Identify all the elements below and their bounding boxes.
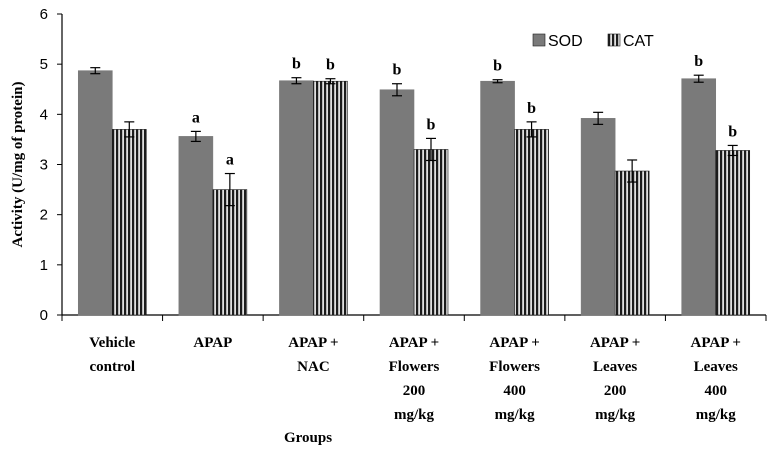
significance-label: b (427, 116, 436, 133)
bar-cat (313, 80, 348, 316)
category-label: APAP + (288, 335, 338, 351)
category-label: Flowers (389, 359, 440, 375)
significance-label: b (527, 100, 536, 117)
significance-label: a (192, 109, 200, 126)
bar-cat (614, 170, 650, 316)
bar-sod (279, 80, 314, 316)
significance-label: b (292, 56, 301, 73)
category-label: APAP + (691, 335, 741, 351)
bar-sod (77, 70, 113, 316)
bar-sod (379, 89, 415, 316)
legend-swatch-sod (532, 33, 546, 47)
category-label: Leaves (593, 359, 637, 375)
bar-cat (715, 150, 751, 316)
y-tick-label: 4 (40, 106, 48, 123)
category-label: 200 (403, 383, 426, 399)
category-label: Vehicle (89, 335, 135, 351)
category-label: mg/kg (394, 407, 435, 423)
y-tick-label: 2 (40, 207, 48, 224)
category-label: 400 (704, 383, 727, 399)
significance-label: b (326, 57, 335, 74)
category-label: APAP (193, 335, 232, 351)
y-tick-label: 5 (40, 56, 48, 73)
category-label: mg/kg (595, 407, 636, 423)
category-label: 400 (503, 383, 526, 399)
y-tick-label: 1 (40, 257, 48, 274)
category-label: 200 (604, 383, 627, 399)
bar-cat (413, 149, 449, 316)
bars (77, 67, 751, 316)
y-tick-label: 6 (40, 6, 48, 23)
category-label: APAP + (590, 335, 640, 351)
labels: Vehicle control APAP APAP + NAC APAP + Flowers… (89, 53, 741, 423)
bar-sod (681, 78, 717, 316)
category-label: Leaves (694, 359, 738, 375)
bar-cat (111, 129, 147, 316)
category-label: NAC (297, 359, 330, 375)
legend-label: CAT (623, 33, 654, 50)
category-label: control (90, 359, 136, 375)
significance-label: a (226, 152, 234, 169)
x-axis-title: Groups (284, 430, 332, 446)
legend-swatch-cat (607, 33, 621, 47)
category-label: APAP + (489, 335, 539, 351)
legend-label: SOD (548, 33, 583, 50)
significance-label: b (393, 62, 402, 79)
category-label: Flowers (489, 359, 540, 375)
bar-sod (178, 136, 214, 316)
significance-label: b (728, 123, 737, 140)
bar-sod (580, 118, 616, 316)
legend: SOD CAT (532, 33, 654, 50)
category-label: mg/kg (696, 407, 737, 423)
bar-sod (480, 80, 515, 316)
significance-label: b (694, 53, 703, 70)
category-label: APAP + (389, 335, 439, 351)
y-tick-label: 3 (40, 157, 48, 174)
bar-cat (212, 189, 248, 316)
significance-label: b (493, 58, 502, 75)
y-tick-label: 0 (40, 307, 48, 324)
bar-cat (514, 129, 549, 316)
y-axis-title: Activity (U/mg of protein) (10, 82, 26, 248)
category-label: mg/kg (495, 407, 536, 423)
